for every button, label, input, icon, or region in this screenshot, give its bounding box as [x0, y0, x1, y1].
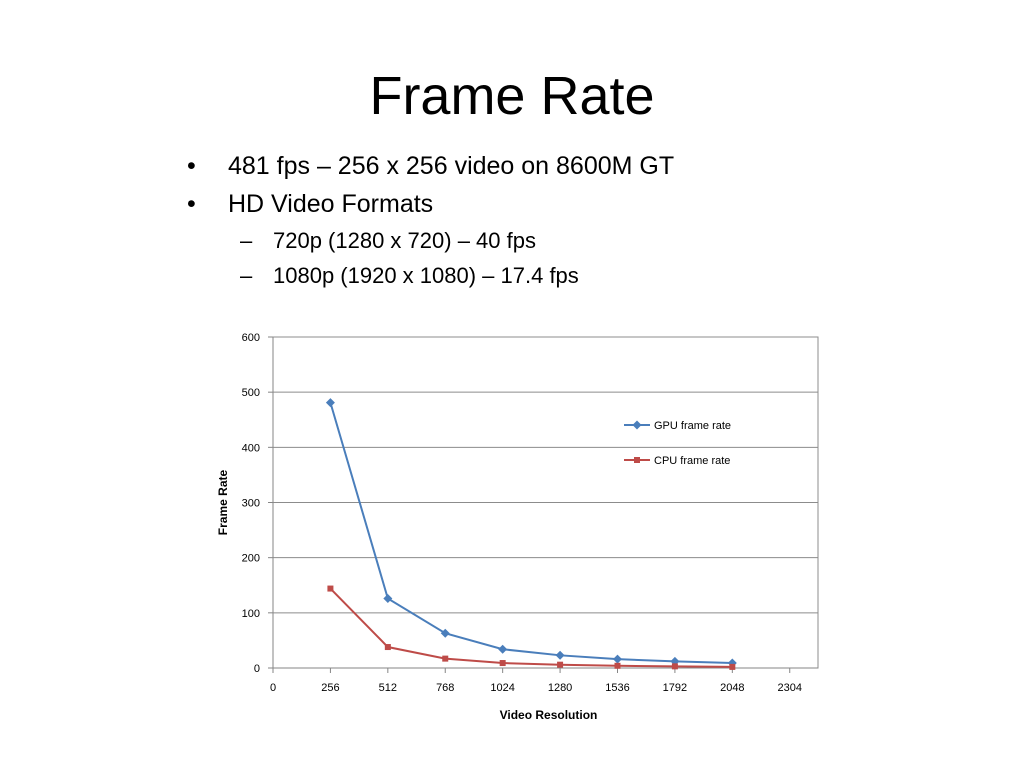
bullet-marker: •	[187, 152, 196, 180]
y-tick-label: 400	[242, 442, 260, 454]
cpu-data-point	[614, 662, 621, 669]
gpu-data-point	[612, 654, 622, 664]
legend-label: GPU frame rate	[654, 420, 731, 432]
bullet-text: HD Video Formats	[228, 190, 434, 218]
bullet-item: • HD Video Formats	[185, 188, 945, 220]
cpu-data-point	[671, 663, 678, 670]
x-tick-label: 1536	[605, 682, 629, 694]
x-tick-label: 0	[270, 682, 276, 694]
cpu-data-point	[729, 663, 736, 670]
bullet-text: 481 fps – 256 x 256 video on 8600M GT	[228, 152, 675, 180]
y-tick-label: 300	[242, 498, 260, 510]
cpu-data-point	[442, 655, 449, 662]
gpu-data-point	[383, 593, 393, 603]
sub-bullet-marker: –	[240, 263, 253, 288]
slide-title: Frame Rate	[369, 66, 655, 126]
bullet-list: • 481 fps – 256 x 256 video on 8600M GT …	[185, 150, 945, 296]
sub-bullet-text: 720p (1280 x 720) – 40 fps	[273, 228, 536, 253]
cpu-data-point	[384, 644, 391, 651]
y-tick-label: 0	[254, 663, 260, 675]
x-tick-label: 2304	[777, 682, 801, 694]
cpu-data-point	[557, 661, 564, 668]
y-tick-label: 200	[242, 553, 260, 565]
gpu-data-point	[498, 644, 508, 654]
y-tick-label: 500	[242, 387, 260, 399]
y-tick-label: 600	[242, 332, 260, 344]
x-axis-title: Video Resolution	[500, 708, 598, 722]
y-tick-label: 100	[242, 608, 260, 620]
x-tick-label: 256	[321, 682, 339, 694]
x-tick-label: 1792	[663, 682, 687, 694]
x-tick-label: 768	[436, 682, 454, 694]
legend-marker	[632, 420, 642, 430]
cpu-data-point	[499, 660, 506, 667]
gpu-data-point	[325, 398, 335, 408]
cpu-data-point	[327, 585, 334, 592]
sub-bullet-marker: –	[240, 228, 253, 253]
series-line	[329, 587, 733, 668]
sub-bullet-text: 1080p (1920 x 1080) – 17.4 fps	[273, 263, 579, 288]
gpu-data-point	[440, 628, 450, 638]
sub-bullet-item: – 720p (1280 x 720) – 40 fps	[185, 226, 945, 256]
legend-label: CPU frame rate	[654, 455, 730, 467]
bullet-item: • 481 fps – 256 x 256 video on 8600M GT	[185, 150, 945, 182]
bullet-marker: •	[187, 190, 196, 218]
x-tick-label: 1024	[490, 682, 514, 694]
x-tick-label: 512	[379, 682, 397, 694]
series-line	[329, 402, 733, 665]
gpu-data-point	[555, 650, 565, 660]
sub-bullet-item: – 1080p (1920 x 1080) – 17.4 fps	[185, 261, 945, 291]
x-tick-label: 1280	[548, 682, 572, 694]
legend-marker	[634, 457, 640, 463]
y-axis-title: Frame Rate	[216, 470, 230, 536]
x-tick-label: 2048	[720, 682, 744, 694]
